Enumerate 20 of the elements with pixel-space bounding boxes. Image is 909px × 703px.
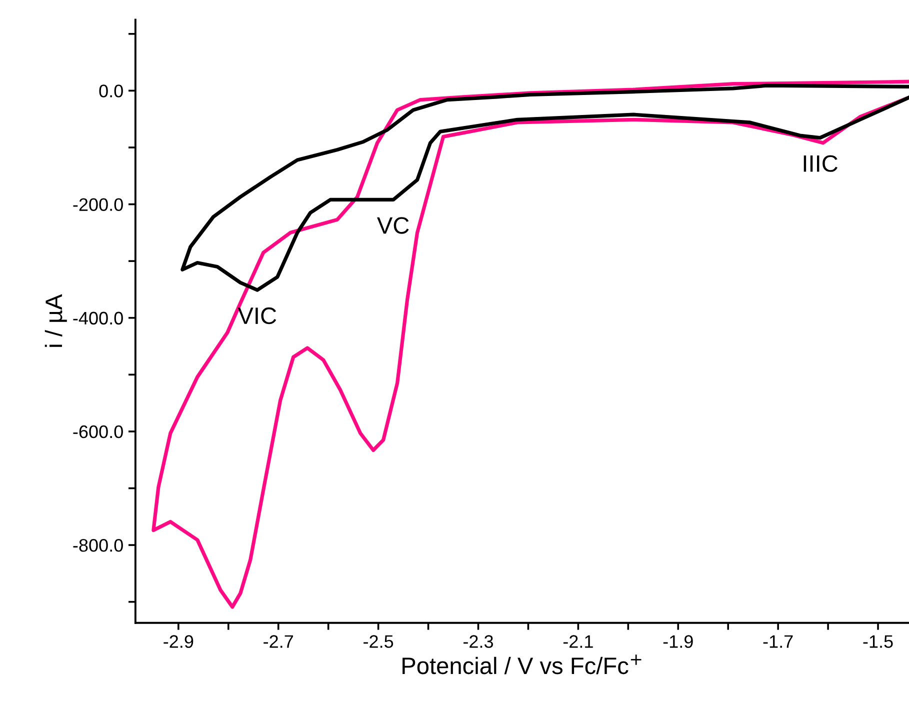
- x-tick-label: -2.3: [463, 635, 494, 648]
- line-series: [152, 80, 909, 609]
- x-tick-label: -2.7: [264, 635, 294, 648]
- x-tick-label: -1.7: [763, 635, 793, 648]
- y-tick-label: -600.0: [73, 425, 123, 438]
- x-tick-label: -2.1: [563, 635, 593, 648]
- x-tick-label: -2.9: [164, 635, 194, 648]
- x-tick-label: -1.9: [663, 635, 693, 648]
- y-tick-label: 0.0: [99, 84, 123, 98]
- y-tick-label: -400.0: [73, 312, 123, 325]
- y-tick-label: -200.0: [73, 198, 123, 211]
- x-tick-label: -2.5: [364, 635, 394, 648]
- x-tick-label: -1.5: [863, 635, 893, 648]
- annotation: VC: [376, 217, 409, 234]
- x-axis-title: Potencial / V vs Fc/Fc$^{+}$: [402, 654, 642, 674]
- y-tick-label: -800.0: [73, 538, 123, 552]
- line-series: [180, 84, 909, 292]
- y-axis-title: i / µA: [44, 294, 67, 347]
- annotation: IIIC: [804, 155, 838, 172]
- annotation: VIC: [238, 307, 276, 324]
